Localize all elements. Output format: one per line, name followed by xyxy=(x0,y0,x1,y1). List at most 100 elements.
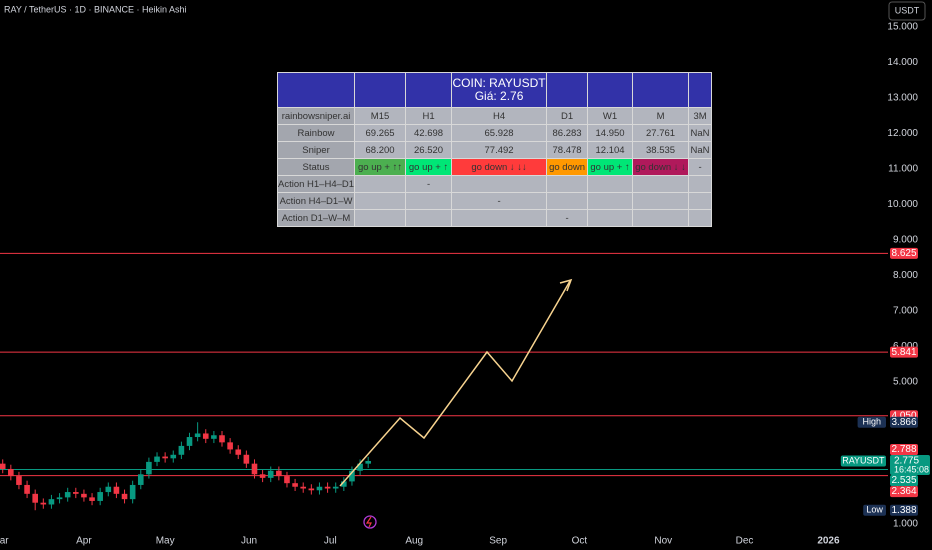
candle-body xyxy=(276,470,282,477)
projection-arrow xyxy=(339,280,571,487)
title-cell xyxy=(587,72,634,108)
y-tick-label: 10.000 xyxy=(887,199,918,210)
table-header-row: rainbowsniper.ai M15 H1 H4 D1 W1 M 3M xyxy=(276,107,713,125)
column-header: H1 xyxy=(405,107,453,125)
table-cell: go up + ↑ xyxy=(405,158,453,176)
candle-body xyxy=(64,492,71,498)
x-tick-label: May xyxy=(156,536,175,547)
table-cell xyxy=(405,209,453,227)
table-cell xyxy=(632,192,690,210)
currency-label[interactable]: USDT xyxy=(895,5,920,15)
candle-body xyxy=(170,454,177,459)
candle-body xyxy=(113,486,120,494)
title-cell xyxy=(276,72,356,108)
x-tick-label: Sep xyxy=(489,536,507,547)
table-cell xyxy=(688,175,713,193)
price-tag-label: 8.625 xyxy=(891,248,916,259)
candle-body xyxy=(365,460,371,464)
column-header: 3M xyxy=(688,107,713,125)
x-tick-label: Mar xyxy=(0,536,9,547)
candle-body xyxy=(81,493,87,498)
x-tick-label: Apr xyxy=(76,536,92,547)
candle-body xyxy=(267,470,274,478)
table-cell: 27.761 xyxy=(632,124,690,142)
candle-body xyxy=(24,484,30,494)
table-cell: Action H4–D1–W xyxy=(276,192,356,210)
table-cell: - xyxy=(405,175,453,193)
candle-body xyxy=(154,456,160,462)
candle-body xyxy=(357,463,363,471)
candle-body xyxy=(129,484,136,500)
table-cell xyxy=(405,192,453,210)
table-row: Sniper 68.200 26.520 77.492 78.478 12.104 38.5… xyxy=(276,141,713,159)
price-tag-label: 1.388 xyxy=(891,505,916,516)
table-cell: 68.200 xyxy=(354,141,407,159)
candle-body xyxy=(243,454,250,464)
table-cell: go down ↓ ↓↓ xyxy=(451,158,548,176)
price-tag-label: 2.535 xyxy=(891,475,916,486)
y-tick-label: 8.000 xyxy=(893,270,918,281)
title-cell xyxy=(405,72,453,108)
candle-body xyxy=(162,456,168,459)
table-cell: 86.283 xyxy=(546,124,589,142)
x-tick-label: Oct xyxy=(572,536,588,547)
table-cell xyxy=(632,175,690,193)
candle-body xyxy=(251,463,258,475)
currency-button[interactable] xyxy=(888,1,926,21)
price-tag xyxy=(890,247,918,259)
indicator-table: COIN: RAYUSDT Giá: 2.76 rainbowsniper.ai M1… xyxy=(276,72,713,227)
candle-body xyxy=(178,445,185,455)
price-tag-label: 2.775 xyxy=(894,456,919,467)
marker-name: Low xyxy=(866,505,883,515)
table-cell: 38.535 xyxy=(632,141,690,159)
candle-body xyxy=(219,435,225,443)
table-cell xyxy=(354,209,407,227)
y-tick-label: 15.000 xyxy=(887,22,918,33)
candle-body xyxy=(284,476,290,484)
x-tick-label: Jun xyxy=(241,536,257,547)
price-tag xyxy=(890,444,918,456)
y-tick-label: 6.000 xyxy=(893,341,918,352)
table-cell: Status xyxy=(276,158,356,176)
table-title-row: COIN: RAYUSDT Giá: 2.76 xyxy=(276,72,713,108)
countdown: 16:45:08 xyxy=(894,464,929,474)
table-row: Action D1–W–M - xyxy=(276,209,713,227)
table-cell: Action D1–W–M xyxy=(276,209,356,227)
table-cell: 78.478 xyxy=(546,141,589,159)
arrow-head xyxy=(559,278,573,292)
table-cell: Rainbow xyxy=(276,124,356,142)
price-tag xyxy=(890,475,918,487)
event-icon[interactable] xyxy=(363,515,377,529)
table-cell xyxy=(546,192,589,210)
title-cell xyxy=(354,72,407,108)
y-tick-label: 7.000 xyxy=(893,306,918,317)
table-cell: go up + ↑↑ xyxy=(354,158,407,176)
table-cell xyxy=(451,209,548,227)
marker-name-box xyxy=(840,455,886,467)
x-tick-label: 2026 xyxy=(817,536,840,547)
table-cell: 26.520 xyxy=(405,141,453,159)
table-cell xyxy=(354,175,407,193)
candle-body xyxy=(227,442,233,450)
price-tag-label: 2.364 xyxy=(891,486,916,497)
candle-body xyxy=(211,435,217,439)
candle-body xyxy=(137,474,144,485)
y-tick-label: 14.000 xyxy=(887,57,918,68)
symbol-header: RAY / TetherUS · 1D · BINANCE · Heikin A… xyxy=(4,4,187,14)
candle-body xyxy=(259,474,266,478)
candle-body xyxy=(40,502,47,505)
candle-body xyxy=(105,486,112,493)
table-cell: - xyxy=(546,209,589,227)
marker-name-box xyxy=(863,504,886,516)
column-header: M xyxy=(632,107,690,125)
table-cell: Action H1–H4–D1 xyxy=(276,175,356,193)
table-cell: 69.265 xyxy=(354,124,407,142)
column-header: D1 xyxy=(546,107,589,125)
candle-body xyxy=(48,499,55,505)
candle-body xyxy=(73,492,79,494)
candle-body xyxy=(56,497,63,500)
marker-name: RAYUSDT xyxy=(842,455,885,465)
table-cell: 12.104 xyxy=(587,141,634,159)
candle-body xyxy=(32,493,38,503)
